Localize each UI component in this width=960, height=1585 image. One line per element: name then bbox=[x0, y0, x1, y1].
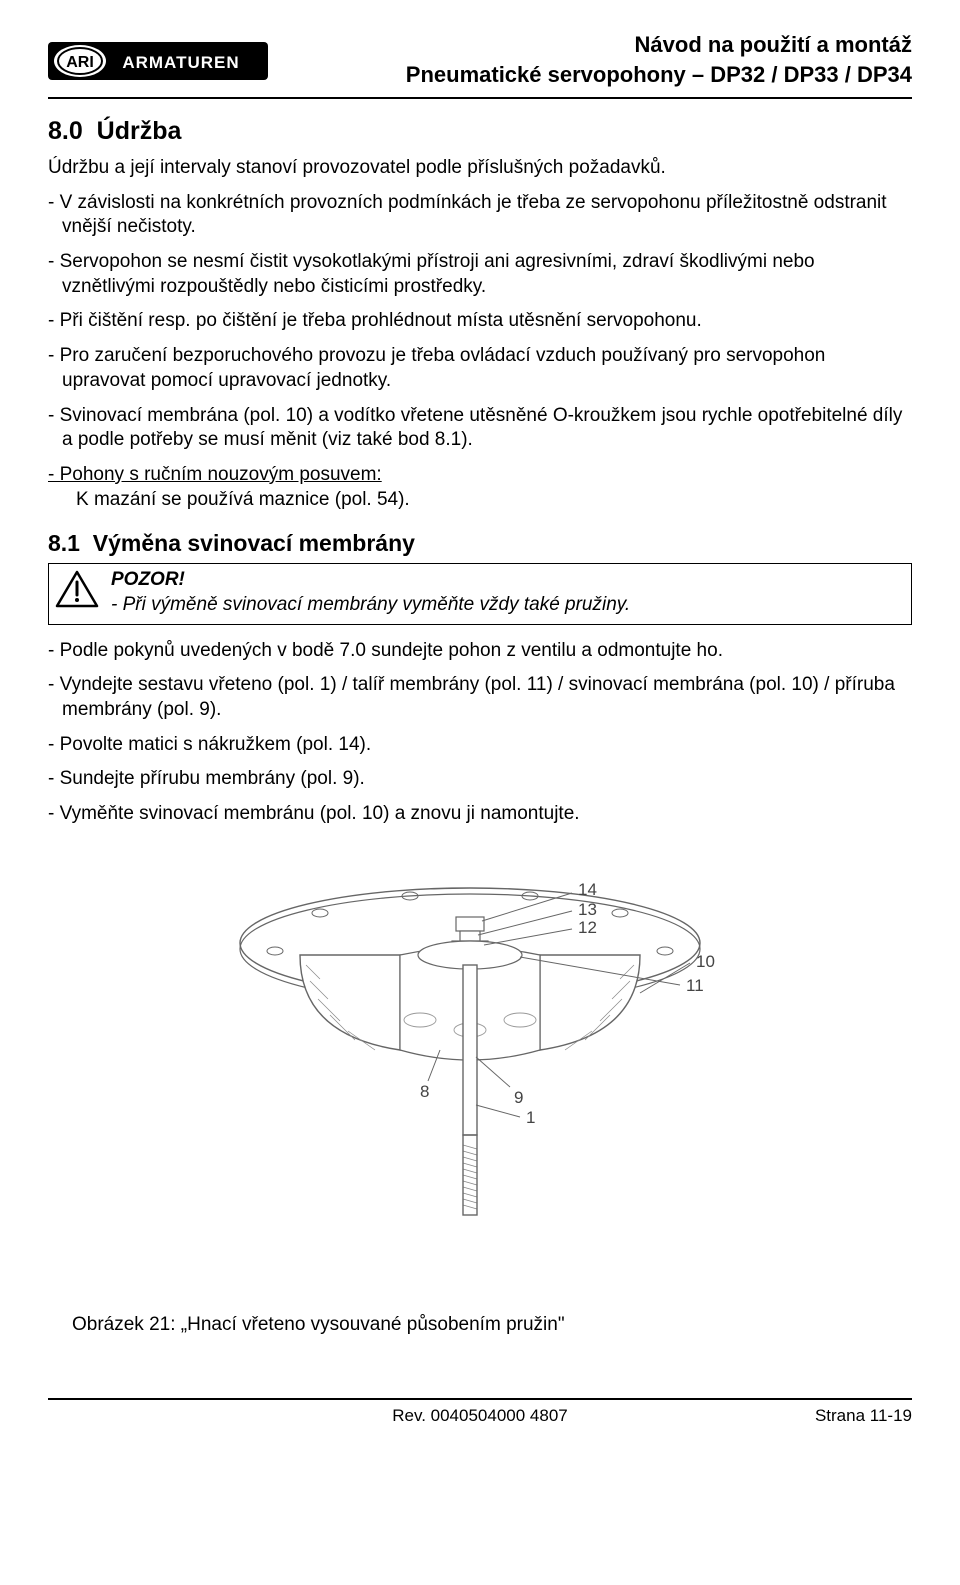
callout-label: 1 bbox=[526, 1108, 535, 1127]
figure-caption: Obrázek 21: „Hnací vřeteno vysouvané půs… bbox=[48, 1314, 912, 1336]
footer-page: Strana 11-19 bbox=[739, 1406, 912, 1426]
brand-text: ARMATUREN bbox=[122, 53, 239, 72]
callout-label: 14 bbox=[578, 880, 597, 899]
page-footer: Rev. 0040504000 4807 Strana 11-19 bbox=[48, 1398, 912, 1426]
callout-label: 9 bbox=[514, 1088, 523, 1107]
subsection-number: 8.1 bbox=[48, 530, 80, 556]
title-line-1: Návod na použití a montáž bbox=[406, 30, 912, 60]
page-body: ARI ARMATUREN Návod na použití a montáž … bbox=[0, 0, 960, 1446]
intro-paragraph: Údržbu a její intervaly stanoví provozov… bbox=[48, 156, 912, 181]
footer-rev: Rev. 0040504000 4807 bbox=[221, 1406, 739, 1426]
bullet-item: - Vyměňte svinovací membránu (pol. 10) a… bbox=[48, 802, 912, 827]
svg-text:ARI: ARI bbox=[66, 54, 94, 71]
warning-label: POZOR! bbox=[111, 568, 630, 593]
warning-text: POZOR! - Při výměně svinovací membrány v… bbox=[111, 568, 630, 617]
title-line-2: Pneumatické servopohony – DP32 / DP33 / … bbox=[406, 60, 912, 90]
bullet-item: - Pro zaručení bezporuchového provozu je… bbox=[48, 344, 912, 393]
callout-label: 10 bbox=[696, 952, 715, 971]
technical-figure: 14 13 12 10 11 8 9 1 Obrázek 21: „Hnací … bbox=[48, 855, 912, 1336]
brand-logo: ARI ARMATUREN bbox=[48, 36, 268, 91]
bullet-item-underlined: - Pohony s ručním nouzovým posuvem: K ma… bbox=[48, 463, 912, 512]
callout-label: 12 bbox=[578, 918, 597, 937]
bullet-item: - Při čištění resp. po čištění je třeba … bbox=[48, 309, 912, 334]
callout-label: 8 bbox=[420, 1082, 429, 1101]
warning-box: POZOR! - Při výměně svinovací membrány v… bbox=[48, 563, 912, 624]
underlined-body: K mazání se používá maznice (pol. 54). bbox=[62, 489, 410, 510]
bullet-item: - Servopohon se nesmí čistit vysokotlaký… bbox=[48, 250, 912, 299]
bullet-item: - Svinovací membrána (pol. 10) a vodítko… bbox=[48, 404, 912, 453]
subsection-heading: 8.1 Výměna svinovací membrány bbox=[48, 530, 912, 557]
bullet-item: - Podle pokynů uvedených v bodě 7.0 sund… bbox=[48, 639, 912, 664]
section-number: 8.0 bbox=[48, 117, 83, 145]
document-title: Návod na použití a montáž Pneumatické se… bbox=[406, 30, 912, 89]
warning-body: - Při výměně svinovací membrány vyměňte … bbox=[111, 594, 630, 615]
section-title: Údržba bbox=[97, 117, 182, 145]
subsection-title: Výměna svinovací membrány bbox=[93, 530, 415, 556]
callout-label: 11 bbox=[686, 976, 704, 995]
page-header: ARI ARMATUREN Návod na použití a montáž … bbox=[48, 30, 912, 99]
bullet-item: - Vyndejte sestavu vřeteno (pol. 1) / ta… bbox=[48, 673, 912, 722]
callout-label: 13 bbox=[578, 900, 597, 919]
footer-left bbox=[48, 1406, 221, 1426]
bullet-item: - Sundejte přírubu membrány (pol. 9). bbox=[48, 767, 912, 792]
section-heading: 8.0 Údržba bbox=[48, 117, 912, 146]
underlined-label: - Pohony s ručním nouzovým posuvem: bbox=[48, 464, 382, 485]
bullet-item: - V závislosti na konkrétních provozních… bbox=[48, 191, 912, 240]
bullet-item: - Povolte matici s nákružkem (pol. 14). bbox=[48, 733, 912, 758]
warning-icon bbox=[55, 570, 99, 608]
